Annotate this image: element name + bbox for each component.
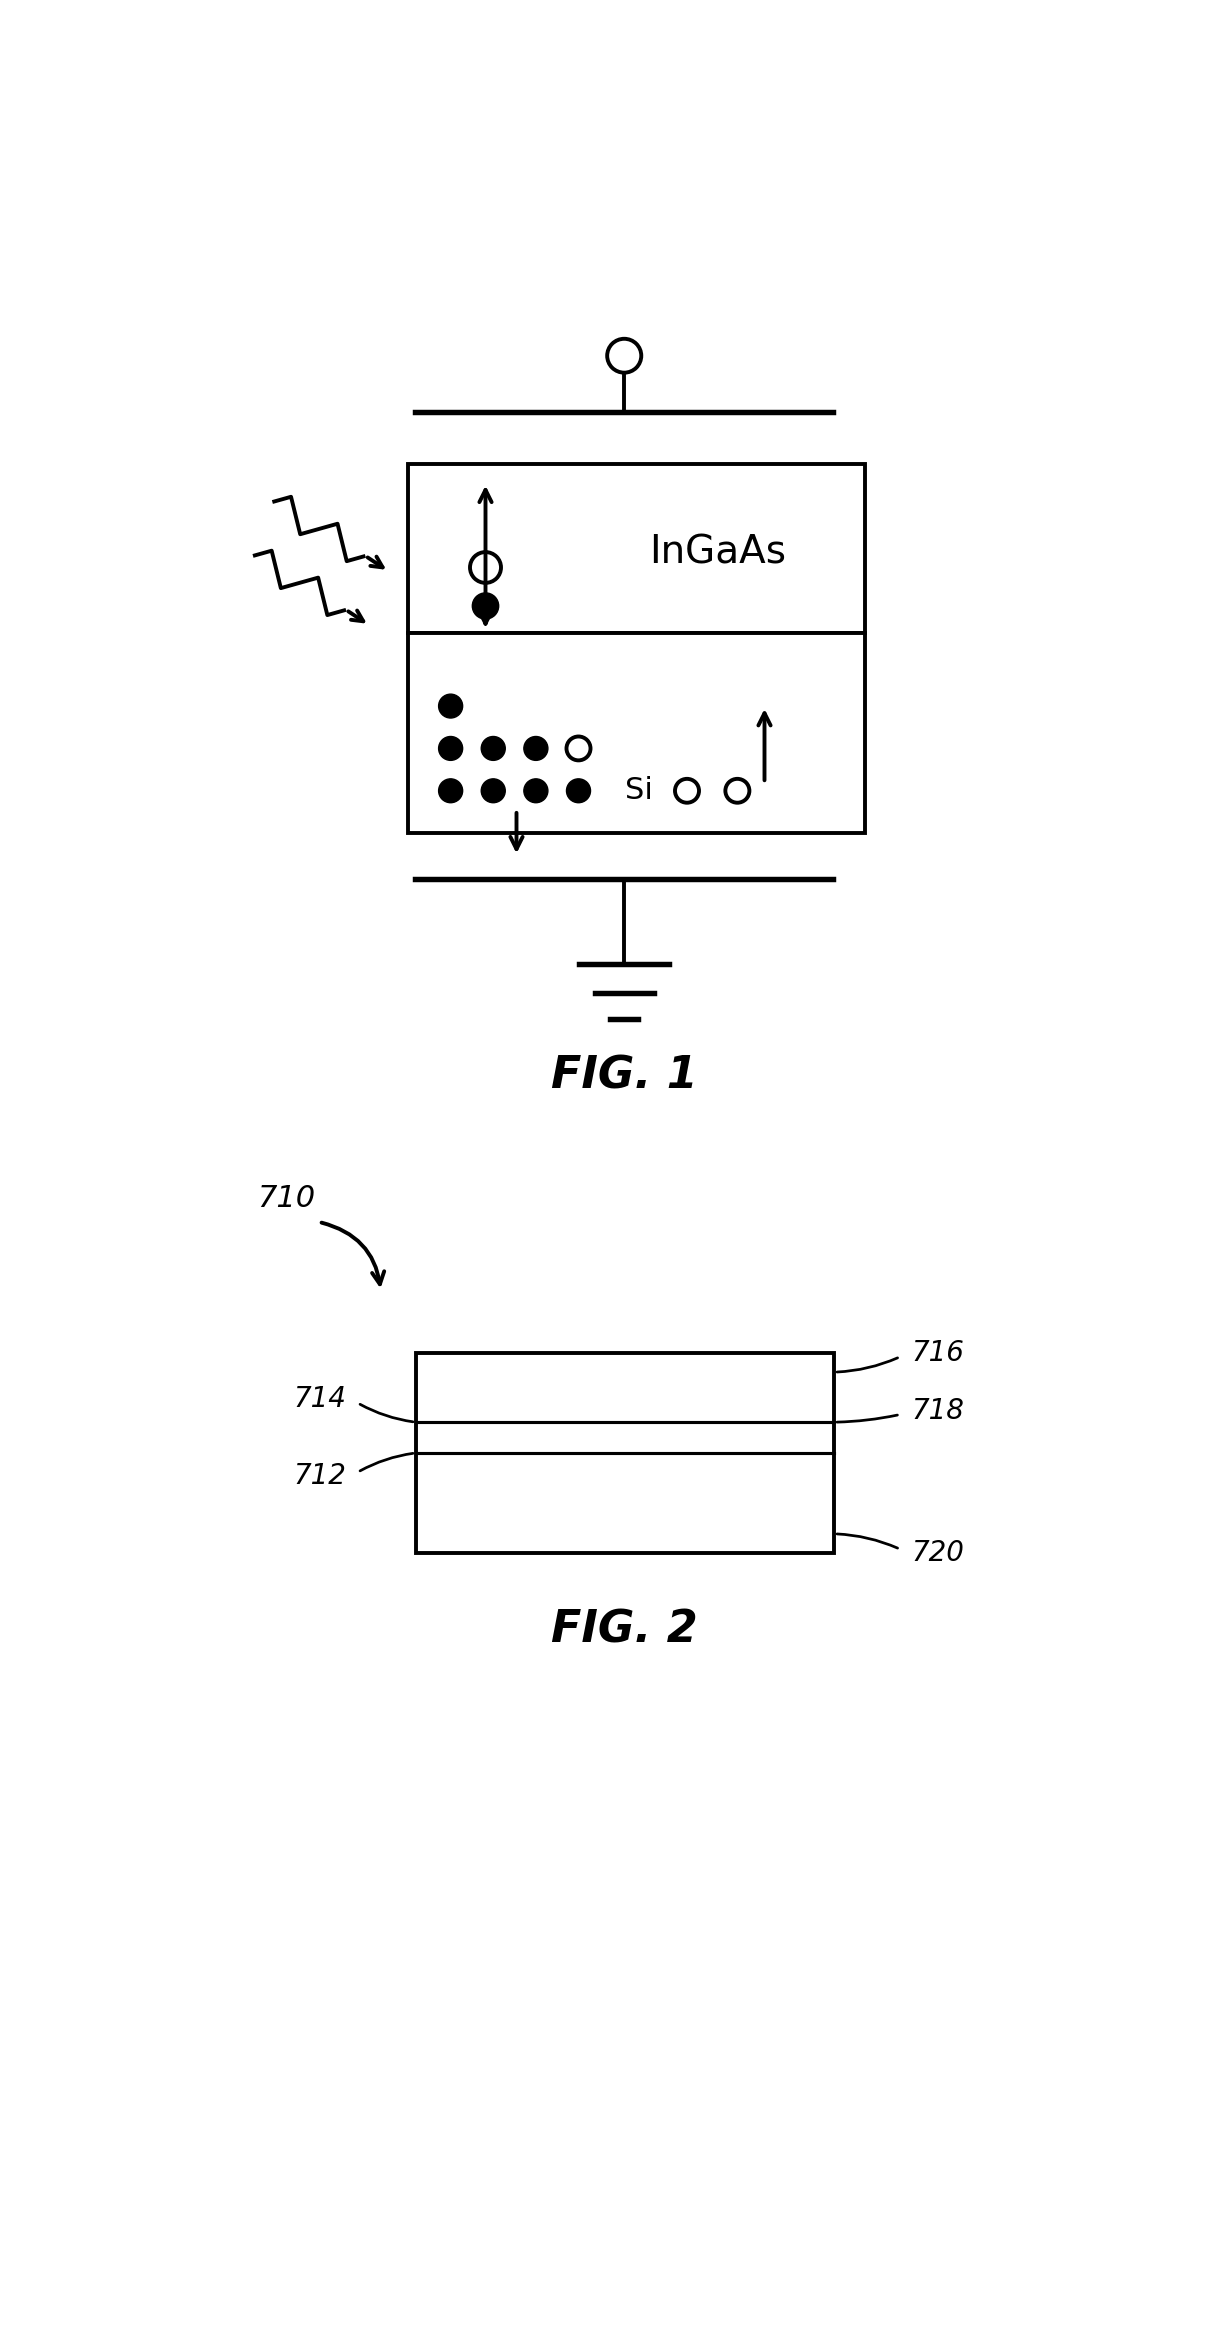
Bar [415,1354,834,1553]
Bar [408,632,865,834]
Text: FIG. 2: FIG. 2 [551,1609,698,1651]
Text: 714: 714 [294,1384,346,1412]
Circle shape [438,735,463,761]
Circle shape [524,780,548,803]
Text: Si: Si [625,775,653,806]
Text: 720: 720 [912,1539,965,1567]
Circle shape [473,593,498,618]
Circle shape [524,735,548,761]
Text: FIG. 1: FIG. 1 [551,1054,698,1096]
Circle shape [481,780,505,803]
Text: 718: 718 [912,1396,965,1424]
Text: 716: 716 [912,1340,965,1368]
Circle shape [438,693,463,719]
Text: 712: 712 [294,1461,346,1490]
Circle shape [438,780,463,803]
Text: 710: 710 [257,1185,315,1213]
FancyArrowPatch shape [322,1223,384,1283]
Bar [408,464,865,632]
Circle shape [566,780,591,803]
Text: InGaAs: InGaAs [649,534,787,571]
Circle shape [481,735,505,761]
